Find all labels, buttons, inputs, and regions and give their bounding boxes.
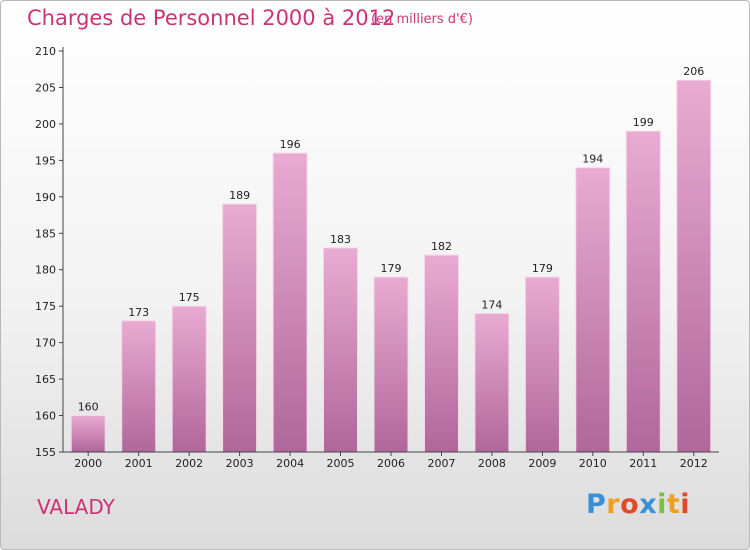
value-label-2010: 194 <box>582 153 603 166</box>
value-label-2002: 175 <box>179 291 200 304</box>
y-tick-label-165: 165 <box>35 373 56 386</box>
logo-letter: i <box>680 489 691 520</box>
x-tick-label-2000: 2000 <box>74 457 102 470</box>
value-label-2001: 173 <box>128 306 149 319</box>
x-tick-label-2004: 2004 <box>276 457 304 470</box>
bar-2001 <box>121 320 157 453</box>
chart-title: Charges de Personnel 2000 à 2012 <box>27 6 396 30</box>
y-tick-label-155: 155 <box>35 446 56 459</box>
y-tick-label-200: 200 <box>35 118 56 131</box>
x-tick-label-2005: 2005 <box>327 457 355 470</box>
x-tick-label-2011: 2011 <box>629 457 657 470</box>
x-tick-label-2007: 2007 <box>428 457 456 470</box>
proxiti-logo: Proxiti <box>586 489 690 520</box>
labels-group: 160 2000 173 2001 175 2002 189 2003 196 2004 183 20… <box>35 45 708 470</box>
bar-2005 <box>323 247 358 453</box>
bar-2006 <box>373 276 409 453</box>
x-tick-label-2012: 2012 <box>680 457 708 470</box>
y-tick-label-160: 160 <box>35 410 56 423</box>
value-label-2005: 183 <box>330 233 351 246</box>
y-tick-label-195: 195 <box>35 154 56 167</box>
value-label-2003: 189 <box>229 189 250 202</box>
logo-letter: t <box>666 489 681 520</box>
logo-letter: P <box>586 489 607 520</box>
bar-2008 <box>474 313 510 453</box>
value-label-2012: 206 <box>683 65 704 78</box>
y-tick-label-170: 170 <box>35 337 56 350</box>
bar-2010 <box>575 167 611 453</box>
y-tick-label-190: 190 <box>35 191 56 204</box>
y-tick-label-180: 180 <box>35 264 56 277</box>
logo-letter: o <box>620 489 640 520</box>
bar-2004 <box>272 152 308 453</box>
bar-2007 <box>424 254 459 453</box>
x-tick-label-2010: 2010 <box>579 457 607 470</box>
bar-2003 <box>222 203 258 453</box>
y-tick-label-210: 210 <box>35 45 56 58</box>
bar-2012 <box>676 79 712 453</box>
y-tick-label-205: 205 <box>35 82 56 95</box>
x-tick-label-2002: 2002 <box>175 457 203 470</box>
bar-2000 <box>70 415 106 453</box>
bars-group <box>70 79 712 453</box>
bar-2011 <box>625 130 661 453</box>
x-tick-label-2003: 2003 <box>226 457 254 470</box>
x-tick-label-2008: 2008 <box>478 457 506 470</box>
value-label-2004: 196 <box>280 138 301 151</box>
x-tick-label-2006: 2006 <box>377 457 405 470</box>
value-label-2000: 160 <box>78 401 99 414</box>
commune-name: VALADY <box>37 495 115 519</box>
y-tick-label-175: 175 <box>35 300 56 313</box>
unit-note: (en milliers d'€) <box>371 12 473 27</box>
logo-letter: x <box>639 489 658 520</box>
value-label-2006: 179 <box>381 262 402 275</box>
x-tick-label-2009: 2009 <box>528 457 556 470</box>
bar-2009 <box>524 276 560 453</box>
logo-letter: i <box>657 489 667 520</box>
value-label-2011: 199 <box>633 116 654 129</box>
x-tick-label-2001: 2001 <box>125 457 153 470</box>
logo-letter: r <box>606 489 621 520</box>
value-label-2007: 182 <box>431 240 452 253</box>
value-label-2008: 174 <box>481 299 502 312</box>
bar-2002 <box>171 305 207 453</box>
value-label-2009: 179 <box>532 262 553 275</box>
y-tick-label-185: 185 <box>35 227 56 240</box>
axes-group <box>59 47 719 456</box>
